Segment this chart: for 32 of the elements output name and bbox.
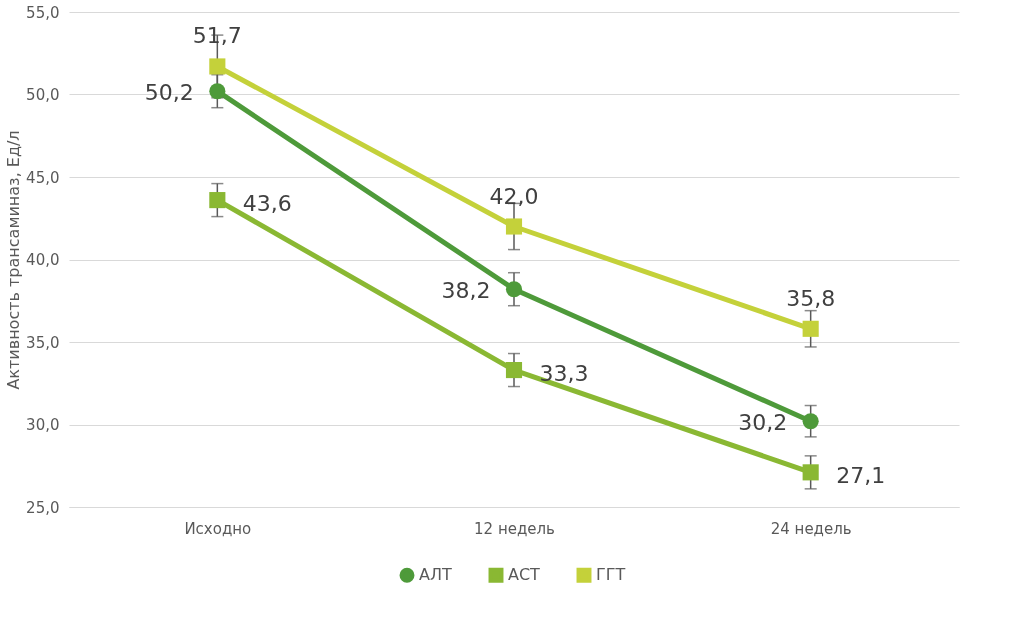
data-label: 51,7	[192, 23, 242, 49]
point	[505, 218, 523, 235]
point	[505, 361, 523, 379]
data-label: 42,0	[489, 183, 539, 209]
y-tick-label: 30,0	[26, 416, 60, 434]
y-tick-label: 40,0	[26, 251, 60, 269]
x-tick-label: Исходно	[184, 519, 252, 538]
x-tick-label: 24 недель	[770, 519, 852, 538]
point	[802, 464, 819, 481]
data-label: 27,1	[836, 463, 886, 489]
x-tick-label: 12 недель	[474, 519, 555, 538]
point	[802, 413, 819, 430]
data-label: 50,2	[144, 80, 194, 106]
data-label: 30,2	[738, 410, 788, 436]
legend-label: ГГТ	[596, 565, 626, 585]
data-label: 33,3	[539, 361, 589, 387]
point	[209, 192, 226, 209]
y-tick-label: 35,0	[26, 333, 60, 352]
data-label: 43,6	[242, 191, 292, 217]
data-label: 38,2	[441, 278, 491, 304]
y-tick-label: 45,0	[26, 168, 60, 187]
point	[209, 58, 226, 75]
data-label: 35,8	[786, 285, 836, 311]
y-tick-label: 50,0	[26, 86, 60, 104]
y-axis-title: Активность трансаминаз, Ед/л	[4, 130, 24, 390]
legend-label: АСТ	[508, 565, 541, 585]
y-tick-label: 55,0	[26, 3, 60, 22]
point	[802, 320, 819, 337]
legend-label: АЛТ	[419, 565, 452, 585]
point	[209, 83, 226, 100]
y-tick-label: 25,0	[26, 498, 60, 517]
point	[505, 281, 523, 298]
